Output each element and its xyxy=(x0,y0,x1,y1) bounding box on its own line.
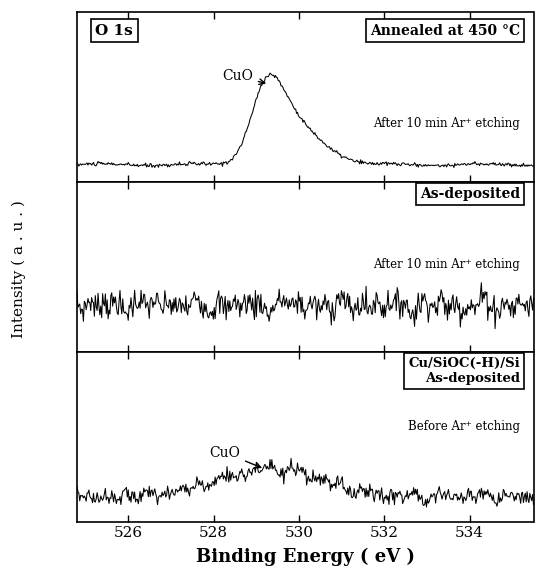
Text: CuO: CuO xyxy=(222,69,265,84)
Text: After 10 min Ar⁺ etching: After 10 min Ar⁺ etching xyxy=(373,258,520,271)
Text: CuO: CuO xyxy=(209,445,261,468)
Text: Cu/SiOC(-H)/Si
As-deposited: Cu/SiOC(-H)/Si As-deposited xyxy=(408,357,520,384)
Text: Before Ar⁺ etching: Before Ar⁺ etching xyxy=(408,420,520,432)
X-axis label: Binding Energy ( eV ): Binding Energy ( eV ) xyxy=(196,547,415,565)
Text: Annealed at 450 °C: Annealed at 450 °C xyxy=(370,23,520,38)
Text: As-deposited: As-deposited xyxy=(420,187,520,201)
Text: Intensity ( a . u . ): Intensity ( a . u . ) xyxy=(12,200,26,339)
Text: After 10 min Ar⁺ etching: After 10 min Ar⁺ etching xyxy=(373,117,520,130)
Text: O 1s: O 1s xyxy=(95,23,133,38)
